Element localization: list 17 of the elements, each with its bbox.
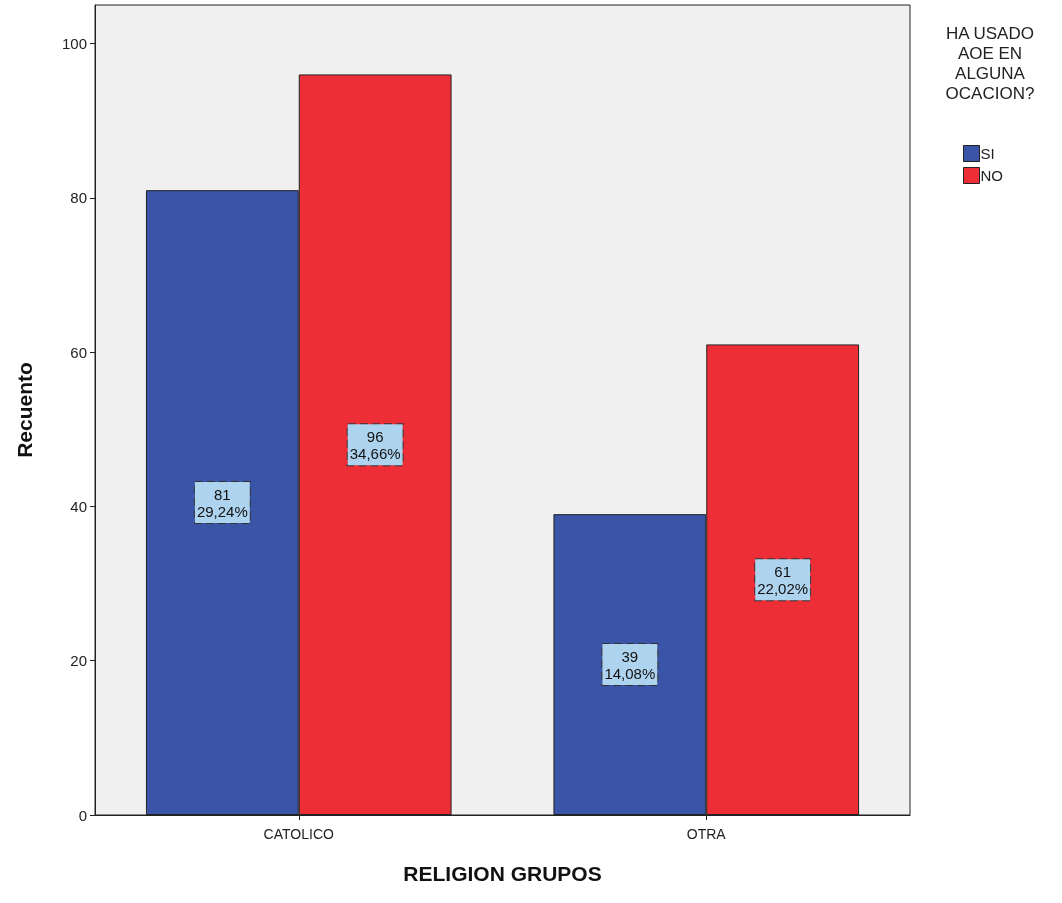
y-tick-label: 0 xyxy=(78,806,87,824)
legend-label: NO xyxy=(980,167,1003,184)
data-label: 61 22,02% xyxy=(757,562,809,597)
data-label: 81 29,24% xyxy=(196,485,248,520)
y-tick-label: 40 xyxy=(70,497,87,515)
legend-title: HA USADO AOE EN ALGUNA OCACION? xyxy=(945,23,1035,103)
y-axis-title: Recuento xyxy=(13,362,36,458)
x-axis-title: RELIGION GRUPOS xyxy=(403,862,602,885)
x-tick-label: OTRA xyxy=(686,826,727,842)
x-tick-label: CATOLICO xyxy=(263,826,334,842)
data-label: 39 14,08% xyxy=(604,647,656,682)
y-tick-label: 100 xyxy=(61,35,87,53)
y-tick-label: 60 xyxy=(70,343,87,361)
data-label: 96 34,66% xyxy=(349,427,401,462)
y-tick-label: 20 xyxy=(70,652,87,670)
legend-label: SI xyxy=(980,145,995,162)
y-tick-label: 80 xyxy=(70,189,87,207)
